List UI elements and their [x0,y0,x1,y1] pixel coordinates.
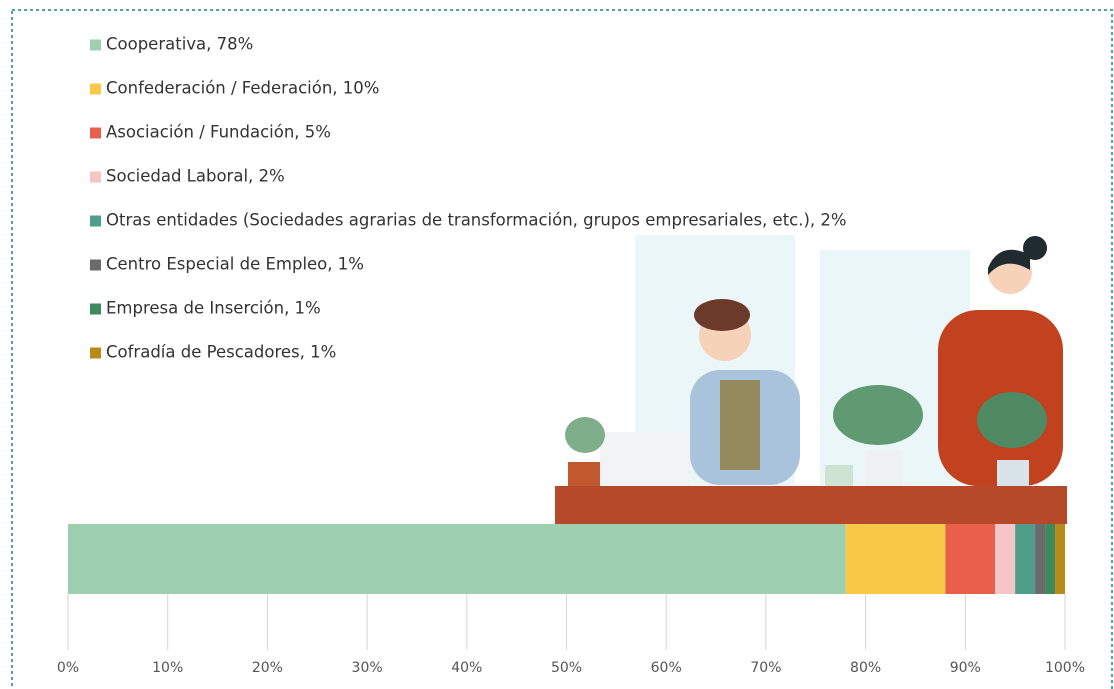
x-tick-label: 10% [152,660,183,676]
x-tick-label: 100% [1045,660,1085,676]
legend-swatch [90,84,101,95]
x-tick-label: 60% [651,660,682,676]
plant [565,417,605,453]
bar-segment [945,524,995,594]
legend-swatch [90,348,101,359]
legend-label: Cofradía de Pescadores, 1% [106,343,336,362]
illustration [555,235,1067,524]
pot [865,450,903,486]
pot [997,460,1029,486]
bar-segment [68,524,846,594]
bar-segment [846,524,946,594]
bar-segment [1015,524,1035,594]
legend-swatch [90,260,101,271]
apron [720,380,760,470]
legend-label: Confederación / Federación, 10% [106,79,379,98]
chart: 0% 10% 20% 30% 40% 50% 60% 70% 80% 90% 100% Coopera… [0,0,1114,689]
x-tick-label: 0% [57,660,79,676]
laptop [600,432,690,486]
plant [977,392,1047,448]
legend-label: Centro Especial de Empleo, 1% [106,255,364,274]
legend-label: Otras entidades (Sociedades agrarias de … [106,211,847,230]
legend-label: Cooperativa, 78% [106,35,253,54]
legend-label: Sociedad Laboral, 2% [106,167,285,186]
legend-swatch [90,172,101,183]
x-tick-label: 70% [750,660,781,676]
x-tick-label: 40% [451,660,482,676]
hair [694,299,750,331]
x-tick-label: 50% [551,660,582,676]
bar-segment [995,524,1015,594]
legend-swatch [90,216,101,227]
legend-swatch [90,128,101,139]
x-tick-label: 80% [850,660,881,676]
pot [568,462,600,486]
bar-segment [1055,524,1065,594]
bar-segment [1035,524,1045,594]
pot [825,465,853,486]
legend-swatch [90,304,101,315]
desk [555,486,1067,524]
x-tick-label: 90% [950,660,981,676]
x-tick-label: 20% [252,660,283,676]
bar-segment [1045,524,1055,594]
x-tick-label: 30% [352,660,383,676]
legend-label: Empresa de Inserción, 1% [106,299,321,318]
legend-label: Asociación / Fundación, 5% [106,123,331,142]
plant [833,385,923,445]
legend-swatch [90,40,101,51]
